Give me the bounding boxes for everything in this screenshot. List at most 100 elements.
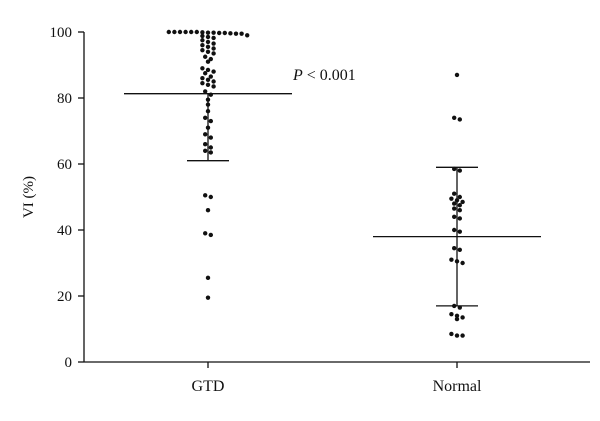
data-point — [449, 311, 454, 317]
y-tick-label: 60 — [57, 157, 72, 173]
data-point — [208, 56, 213, 62]
data-point — [211, 84, 216, 89]
y-tick-label: 100 — [50, 25, 73, 41]
data-point — [203, 115, 208, 121]
data-point — [177, 29, 183, 35]
data-point — [200, 33, 205, 39]
data-point — [449, 331, 454, 337]
data-point — [203, 89, 208, 94]
data-point — [457, 194, 462, 200]
data-point — [205, 49, 211, 54]
data-point — [205, 44, 211, 50]
data-point — [228, 31, 233, 36]
data-point — [452, 214, 457, 219]
p-symbol: P — [292, 67, 303, 84]
data-point — [457, 247, 462, 252]
data-point — [200, 76, 205, 81]
data-point — [203, 231, 208, 236]
data-point — [200, 66, 205, 71]
data-point — [211, 51, 216, 56]
y-tick-label: 20 — [57, 289, 72, 305]
data-point — [460, 199, 465, 205]
data-point — [205, 59, 211, 64]
data-point — [200, 30, 205, 35]
data-point — [233, 31, 239, 36]
data-point — [452, 245, 457, 251]
data-point — [211, 79, 216, 84]
data-point — [200, 47, 205, 53]
y-tick-label: 80 — [57, 91, 72, 107]
y-ticks: 0 20 40 60 80 100 GTD Normal — [50, 25, 482, 395]
p-value-text: < 0.001 — [303, 67, 356, 84]
data-point — [208, 118, 213, 124]
axes — [83, 32, 590, 363]
data-point — [457, 216, 462, 221]
data-point — [208, 194, 213, 200]
data-point — [245, 33, 250, 38]
data-point — [208, 74, 213, 79]
data-point — [203, 193, 208, 198]
data-point — [452, 115, 457, 121]
data-point — [452, 201, 457, 206]
data-point — [452, 206, 457, 211]
data-point — [211, 35, 216, 41]
data-point — [205, 39, 211, 45]
data-point — [460, 260, 465, 266]
data-point — [460, 333, 465, 338]
y-tick-label: 0 — [65, 355, 73, 371]
data-point — [449, 257, 454, 262]
data-point — [205, 34, 211, 40]
data-point — [457, 208, 462, 213]
p-value-annotation: P < 0.001 — [292, 67, 356, 84]
data-point — [454, 316, 460, 322]
data-point — [211, 41, 216, 46]
data-point — [205, 30, 211, 35]
data-point — [454, 72, 460, 78]
data-point — [457, 229, 462, 234]
y-axis-title: VI (%) — [21, 176, 37, 218]
x-tick-label: Normal — [433, 378, 482, 395]
data-point — [205, 295, 211, 300]
data-point — [203, 54, 208, 59]
data-point — [205, 208, 211, 213]
data-point — [457, 117, 462, 122]
data-point — [205, 82, 211, 88]
data-point — [205, 275, 211, 281]
data-point — [460, 315, 465, 320]
data-point — [200, 80, 205, 86]
data-point — [452, 191, 457, 196]
data-point — [457, 168, 462, 173]
data-point — [211, 69, 216, 74]
data-point — [452, 227, 457, 233]
data-point — [208, 135, 213, 140]
data-point — [200, 38, 205, 43]
y-tick-label: 40 — [57, 223, 72, 239]
mean-sd-lines — [124, 93, 541, 307]
data-point — [211, 30, 216, 35]
data-point — [166, 29, 171, 35]
data-point — [205, 77, 211, 83]
data-point — [449, 196, 454, 201]
data-point — [183, 29, 188, 35]
data-point — [239, 31, 244, 36]
data-point — [189, 29, 194, 35]
data-point — [457, 203, 462, 208]
data-point — [217, 30, 222, 36]
data-point — [222, 30, 227, 36]
data-point — [208, 145, 213, 150]
data-point — [454, 333, 460, 338]
data-point — [208, 232, 213, 238]
data-point — [205, 67, 211, 73]
data-point — [203, 71, 208, 76]
data-point — [203, 148, 208, 153]
data-point — [203, 142, 208, 147]
data-point — [172, 29, 177, 35]
data-point — [208, 150, 213, 155]
data-point — [203, 132, 208, 137]
data-point — [211, 46, 216, 51]
data-point — [200, 43, 205, 48]
data-point — [194, 29, 199, 35]
data-point — [454, 313, 460, 318]
x-tick-label: GTD — [192, 378, 225, 395]
